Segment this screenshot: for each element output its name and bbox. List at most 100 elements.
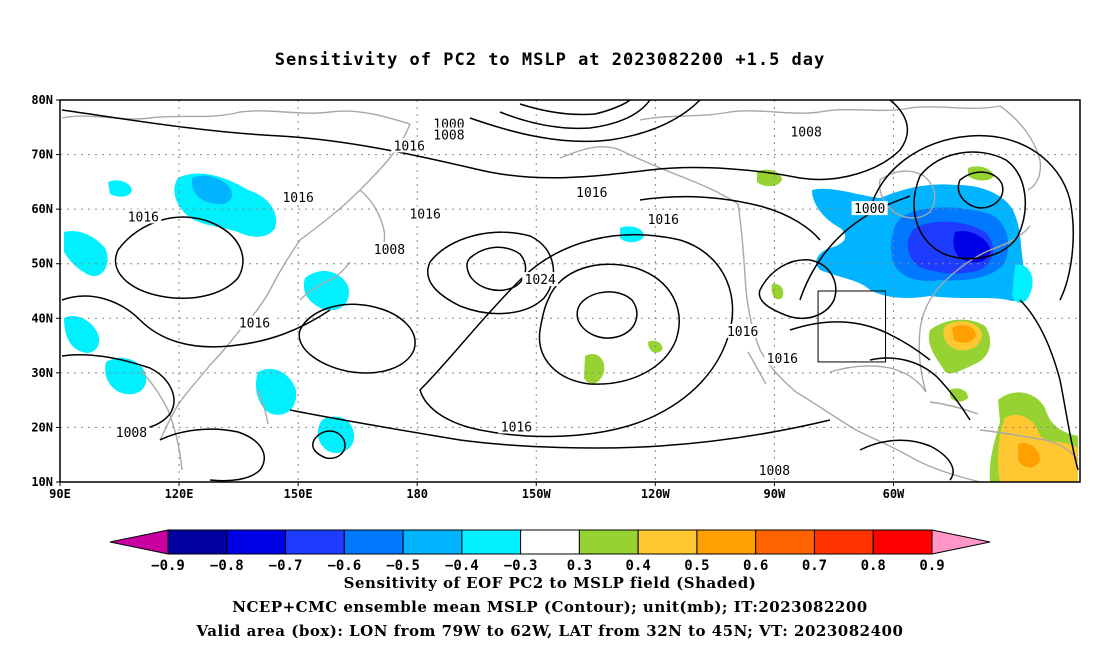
lon-tick-label: 150E <box>284 487 313 501</box>
contour-label-bg <box>573 184 610 199</box>
colorbar-label: 0.5 <box>684 558 709 574</box>
contour-label-bg <box>236 315 273 330</box>
contour-label: 1016 <box>727 325 758 340</box>
colorbar-swatch <box>285 529 345 555</box>
contour-label: 1016 <box>648 213 679 228</box>
contour-label-bg <box>371 242 408 257</box>
colorbar-label: 0.3 <box>567 558 592 574</box>
contour-label-bg <box>522 272 559 287</box>
caption-line-3: Valid area (box): LON from 79W to 62W, L… <box>196 622 904 640</box>
pos-blob-4 <box>771 283 784 300</box>
colorbar-swatch <box>520 529 580 555</box>
contour-label-bg <box>788 124 825 139</box>
contour-label: 1016 <box>767 352 798 367</box>
lon-tick-label: 90W <box>764 487 786 501</box>
coast-central-am <box>795 391 981 482</box>
contour-1016-atlantic-wide <box>869 134 1075 301</box>
contour-1008-atlantic <box>913 151 1027 260</box>
contour-label-bg <box>280 190 317 205</box>
contour-labels: 1000100810161008101610161016101610161000… <box>113 116 888 479</box>
lat-tick-label: 40N <box>31 311 53 325</box>
contour-1016-atlantic-outer <box>799 195 911 301</box>
latitude-axis: 80N 70N 60N 50N 40N 30N 20N 10N <box>31 93 60 489</box>
contour-label-bg <box>764 351 801 366</box>
contour-1016-na-east <box>789 321 931 361</box>
colorbar-label: −0.7 <box>269 558 303 574</box>
contour-1008-south-low <box>159 428 265 482</box>
contour-1008-caribbean <box>859 439 954 481</box>
contour-label: 1008 <box>433 128 464 143</box>
contour-label: 1016 <box>394 139 425 154</box>
mslp-contours <box>61 100 1079 482</box>
contour-1008-arctic <box>469 100 701 143</box>
contour-1016-north-pacific <box>61 100 909 181</box>
neg-blob-west-2 <box>64 315 100 353</box>
colorbar-swatch <box>167 529 228 555</box>
contour-1008-south-asia <box>61 354 175 430</box>
contour-label: 1016 <box>128 210 159 225</box>
map-title: Sensitivity of PC2 to MSLP at 2023082200… <box>274 50 826 70</box>
colorbar-swatch <box>637 529 698 555</box>
contour-label: 1008 <box>116 426 147 441</box>
lat-tick-label: 70N <box>31 148 53 162</box>
coast-arctic-na <box>639 105 1001 121</box>
contour-label: 1008 <box>374 243 405 258</box>
colorbar-label: −0.3 <box>504 558 538 574</box>
neg-blob-small-1 <box>108 180 132 197</box>
neg-blob-west-1 <box>64 230 108 277</box>
lat-tick-label: 50N <box>31 257 53 271</box>
coast-japan <box>299 261 351 301</box>
contour-1016-na-centre <box>758 259 837 320</box>
lon-tick-label: 150W <box>522 487 552 501</box>
contour-1000-arctic <box>499 100 651 130</box>
lat-tick-label: 20N <box>31 420 53 434</box>
contour-992-arctic <box>519 100 631 116</box>
coast-greenland <box>999 105 1042 191</box>
coast-east-asia <box>159 123 411 441</box>
contour-label: 1000 <box>854 202 885 217</box>
lat-tick-label: 80N <box>31 93 53 107</box>
contour-1016-atlantic-right <box>1019 299 1079 471</box>
contour-small-low <box>312 430 346 460</box>
contour-label-bg <box>391 138 428 153</box>
valid-area-box <box>817 290 887 363</box>
contour-label-bg <box>113 424 150 439</box>
pos-blob-caribbean-core <box>997 414 1078 482</box>
colorbar-swatch <box>402 529 463 555</box>
contour-label-bg <box>498 419 535 434</box>
contour-1008-bering-outer <box>427 231 555 315</box>
colorbar-label: 0.7 <box>802 558 827 574</box>
colorbar-label: 0.6 <box>743 558 768 574</box>
lon-tick-label: 120W <box>641 487 671 501</box>
colorbar-swatch <box>872 529 933 555</box>
contour-1016-na-lower <box>869 357 971 421</box>
contour-1024-high <box>576 291 638 339</box>
pos-blob-2 <box>584 353 605 384</box>
colorbar-label: −0.8 <box>210 558 244 574</box>
contour-label: 1008 <box>759 464 790 479</box>
colorbar-swatch <box>813 529 874 555</box>
colorbar-swatch <box>461 529 522 555</box>
contour-label: 1016 <box>282 191 313 206</box>
plot-frame <box>59 99 1081 483</box>
coast-se-asia <box>139 369 183 471</box>
contour-label-bg <box>851 201 888 216</box>
neg-blob-japan <box>303 271 349 311</box>
contour-1016-pacific-big <box>419 234 734 438</box>
contour-label-bg <box>125 209 162 224</box>
coast-gulf <box>829 365 927 393</box>
coast-na-east <box>918 225 1031 393</box>
colorbar-label: 0.4 <box>626 558 651 574</box>
contour-label: 1024 <box>525 273 556 288</box>
coast-na-west <box>737 203 797 393</box>
pos-blob-5 <box>968 166 994 181</box>
colorbar: −0.9 −0.8 −0.7 −0.6 −0.5 −0.4 −0.3 0.3 0.4 0.5 0.6… <box>109 529 991 574</box>
coast-cuba <box>929 401 979 415</box>
coast-baja <box>747 351 767 385</box>
lat-tick-label: 30N <box>31 366 53 380</box>
coast-alaska <box>559 146 739 205</box>
pos-blob-caribbean-core2 <box>1018 442 1040 468</box>
neg-blob-east-asia-core <box>191 175 233 205</box>
coastlines <box>61 105 1079 482</box>
